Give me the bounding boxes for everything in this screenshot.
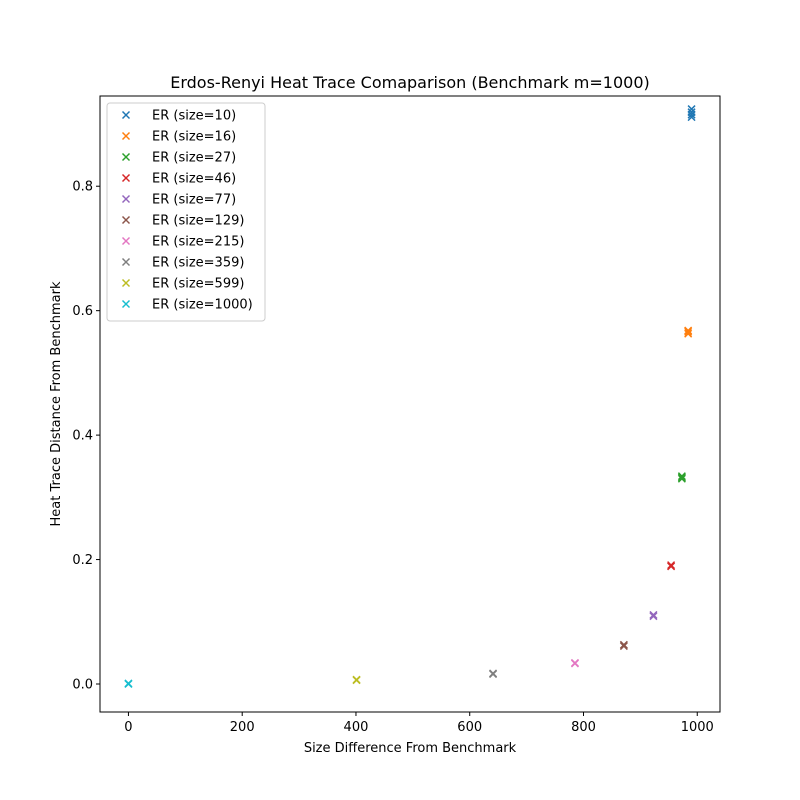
series [677, 472, 686, 483]
legend-marker [121, 152, 131, 162]
legend-entry: ER (size=10) [121, 109, 236, 124]
legend-label: ER (size=215) [152, 235, 244, 250]
data-point [649, 612, 658, 621]
legend-marker [121, 215, 131, 225]
series [570, 658, 579, 668]
legend-entry: ER (size=215) [121, 235, 244, 250]
legend-entry: ER (size=1000) [121, 298, 253, 313]
legend-label: ER (size=77) [152, 193, 236, 208]
x-axis: 0 200 400 600 800 1000 [124, 712, 714, 735]
legend-label: ER (size=359) [152, 256, 244, 271]
legend-entry: ER (size=599) [121, 277, 244, 292]
series [124, 679, 133, 689]
data-point [677, 474, 686, 483]
y-tick-label: 0.8 [72, 180, 93, 195]
y-tick-label: 0.4 [72, 429, 93, 444]
series [649, 610, 658, 621]
series [352, 675, 361, 685]
data-point [649, 610, 658, 619]
x-tick-label: 200 [230, 720, 255, 735]
y-axis-label: Heat Trace Distance From Benchmark [49, 281, 64, 526]
legend-marker [121, 194, 131, 204]
legend-label: ER (size=1000) [152, 298, 253, 313]
legend-box [106, 102, 266, 322]
legend-label: ER (size=10) [152, 109, 236, 124]
series [687, 105, 696, 122]
legend: ER (size=10) ER (size=16) ER (size=27) ER (… [106, 102, 266, 322]
data-point [667, 562, 676, 571]
legend-label: ER (size=599) [152, 277, 244, 292]
data-point [677, 472, 686, 481]
legend-marker [121, 110, 131, 120]
legend-label: ER (size=16) [152, 130, 236, 145]
series [619, 640, 628, 651]
legend-marker [121, 236, 131, 246]
x-tick-label: 1000 [681, 720, 714, 735]
data-point [687, 113, 696, 122]
axes-frame [99, 95, 721, 713]
data-point [687, 110, 696, 119]
series [667, 561, 676, 571]
legend-marker [121, 299, 131, 309]
x-tick-label: 400 [344, 720, 369, 735]
y-axis: 0.0 0.2 0.4 0.6 0.8 [72, 180, 100, 693]
legend-entry: ER (size=46) [121, 172, 236, 187]
data-point [619, 642, 628, 651]
legend-marker [121, 257, 131, 267]
legend-entry: ER (size=77) [121, 193, 236, 208]
data-point [570, 659, 579, 668]
legend-label: ER (size=46) [152, 172, 236, 187]
legend-entry: ER (size=27) [121, 151, 236, 166]
y-tick-label: 0.0 [72, 678, 93, 693]
legend-marker [121, 173, 131, 183]
y-tick-label: 0.6 [72, 304, 93, 319]
data-point [352, 676, 361, 685]
data-point [684, 327, 693, 336]
data-point [489, 670, 498, 679]
x-axis-label: Size Difference From Benchmark [304, 741, 517, 756]
data-point [684, 329, 693, 338]
data-point [619, 640, 628, 649]
series [684, 326, 693, 338]
data-point [677, 473, 686, 482]
data-point [124, 679, 133, 688]
plot-area [124, 105, 696, 689]
x-tick-label: 0 [124, 720, 132, 735]
data-point [684, 326, 693, 335]
legend-marker [121, 131, 131, 141]
series [489, 669, 498, 679]
legend-entry: ER (size=359) [121, 256, 244, 271]
data-point [667, 561, 676, 570]
legend-entry: ER (size=129) [121, 214, 244, 229]
legend-entry: ER (size=16) [121, 130, 236, 145]
chart-title: Erdos-Renyi Heat Trace Comaparison (Benc… [170, 73, 650, 92]
x-tick-label: 600 [457, 720, 482, 735]
y-tick-label: 0.2 [72, 553, 93, 568]
legend-label: ER (size=129) [152, 214, 244, 229]
x-tick-label: 800 [571, 720, 596, 735]
legend-marker [121, 278, 131, 288]
legend-label: ER (size=27) [152, 151, 236, 166]
